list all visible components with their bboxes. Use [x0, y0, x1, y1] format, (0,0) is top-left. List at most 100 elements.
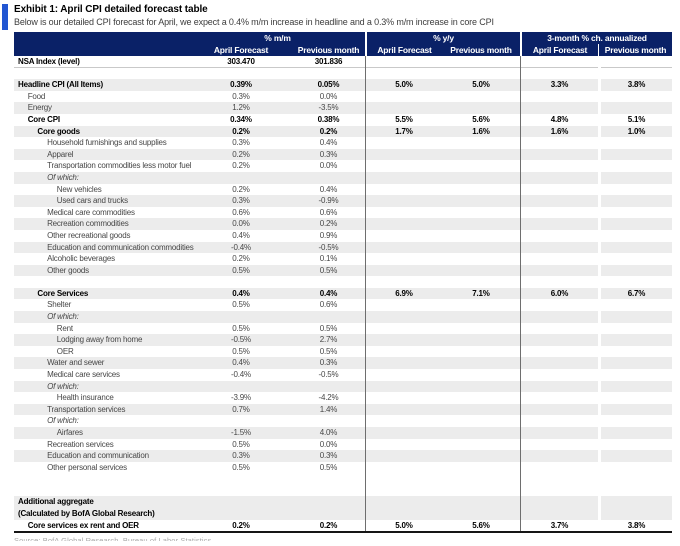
cell-yy-previous-month: [442, 218, 520, 230]
cell-3m-previous-month: [598, 461, 672, 474]
cell-3m-previous-month: [598, 253, 672, 265]
cell-yy-previous-month: [442, 404, 520, 416]
cell-mm-previous-month: [292, 276, 365, 288]
cell-mm-previous-month: 4.0%: [319, 428, 338, 437]
table-row: Additional aggregate: [14, 496, 672, 508]
column-group-row: % m/m % y/y 3-month % ch. annualized: [14, 32, 672, 44]
row-label: Of which:: [47, 312, 79, 322]
exhibit-title: Exhibit 1: April CPI detailed forecast t…: [14, 4, 208, 15]
cell-3m-april-forecast: [520, 90, 598, 103]
row-label: Headline CPI (All Items): [18, 80, 103, 90]
cell-mm-april-forecast: 0.4%: [232, 358, 250, 368]
cell-mm-previous-month: -3.5%: [318, 103, 339, 113]
cell-3m-previous-month: [598, 218, 672, 230]
row-label: Food: [27, 91, 46, 101]
cell-3m-previous-month: [598, 403, 672, 416]
cell-3m-previous-month: [598, 206, 672, 219]
cell-mm-previous-month: 0.5%: [319, 346, 338, 356]
cell-yy-previous-month: 5.0%: [472, 80, 490, 90]
cell-3m-april-forecast: 1.6%: [520, 125, 598, 138]
cell-3m-april-forecast: [520, 183, 598, 196]
table-row: (Calculated by BofA Global Research): [14, 507, 672, 520]
cell-3m-april-forecast: 3.3%: [520, 79, 598, 91]
row-label: Used cars and trucks: [56, 196, 128, 206]
row-label: Water and sewer: [47, 358, 105, 368]
cell-mm-previous-month: 0.4%: [319, 138, 338, 148]
cell-mm-april-forecast: 1.2%: [232, 103, 250, 113]
cell-mm-april-forecast: 0.2%: [232, 254, 250, 264]
cell-mm-previous-month: 0.2%: [319, 219, 338, 229]
table-row: Core Services 0.4% 0.4% 6.9% 7.1% 6.0% 6.7%: [14, 287, 672, 300]
cell-mm-april-forecast: 303.470: [227, 57, 255, 66]
cell-3m-previous-month: [598, 345, 672, 358]
cell-yy-previous-month: [442, 508, 520, 520]
cell-3m-previous-month: [598, 195, 672, 207]
row-label: Other recreational goods: [47, 230, 131, 240]
cell-yy-april-forecast: [365, 276, 442, 288]
cell-3m-previous-month: [598, 229, 672, 242]
cell-yy-previous-month: [442, 160, 520, 172]
cell-yy-april-forecast: [365, 299, 442, 312]
col-group-yy: % y/y: [365, 32, 520, 44]
table-row: Core services ex rent and OER 0.2% 0.2% 5.0…: [14, 519, 672, 532]
cell-3m-previous-month: [598, 427, 672, 439]
cell-yy-april-forecast: [365, 345, 442, 358]
cell-yy-previous-month: [442, 230, 520, 242]
cell-mm-april-forecast: [190, 415, 292, 427]
cell-yy-april-forecast: [365, 206, 442, 219]
cell-3m-april-forecast: [520, 438, 598, 451]
row-label: Education and communication commodities: [47, 242, 194, 252]
row-label: Recreation commodities: [47, 219, 129, 229]
table-body: NSA Index (level) 303.470 301.836 Headline …: [14, 56, 672, 534]
subheader-yy-april-forecast: April Forecast: [365, 44, 442, 56]
cell-yy-previous-month: [442, 172, 520, 184]
cell-mm-previous-month: 0.3%: [319, 149, 338, 159]
row-label: Medical care services: [47, 370, 120, 380]
table-row: Water and sewer 0.4% 0.3%: [14, 357, 672, 370]
cell-3m-april-forecast: [520, 392, 598, 404]
cell-3m-april-forecast: [520, 137, 598, 149]
cell-3m-april-forecast: [520, 473, 598, 497]
cell-mm-april-forecast: 0.5%: [232, 462, 250, 472]
cell-yy-previous-month: [442, 137, 520, 149]
cell-yy-previous-month: [442, 149, 520, 161]
cell-yy-april-forecast: [365, 473, 442, 497]
subheader-yy-previous-month: Previous month: [450, 45, 512, 55]
row-label: OER: [56, 346, 74, 356]
cell-yy-april-forecast: 1.7%: [365, 125, 442, 138]
table-row: Other goods 0.5% 0.5%: [14, 264, 672, 277]
table-row: NSA Index (level) 303.470 301.836: [14, 56, 672, 68]
cell-3m-april-forecast: [520, 160, 598, 172]
row-label: [14, 276, 190, 288]
cell-mm-previous-month: [292, 473, 365, 496]
cell-mm-april-forecast: 0.5%: [232, 265, 250, 275]
cell-3m-april-forecast: [520, 369, 598, 381]
row-label: Core Services: [37, 288, 89, 298]
col-group-spacer: [14, 32, 190, 44]
cell-mm-previous-month: 0.3%: [319, 358, 338, 368]
cell-yy-april-forecast: [365, 241, 442, 254]
cell-mm-previous-month: [292, 381, 365, 393]
cell-yy-april-forecast: [365, 160, 442, 172]
cell-mm-previous-month: 0.05%: [317, 80, 340, 90]
cell-yy-april-forecast: [365, 427, 442, 439]
cell-mm-april-forecast: 0.7%: [232, 404, 250, 414]
row-label: New vehicles: [56, 184, 102, 194]
cell-3m-april-forecast: [520, 427, 598, 439]
cell-mm-previous-month: 0.5%: [319, 265, 338, 275]
cell-3m-previous-month: [598, 241, 672, 254]
row-label: Of which:: [47, 416, 79, 426]
cell-mm-previous-month: [292, 508, 365, 520]
cell-mm-april-forecast: [190, 381, 292, 393]
table-row: Of which:: [14, 415, 672, 427]
cell-yy-april-forecast: [365, 334, 442, 346]
table-spacer-row: [14, 276, 672, 288]
cell-yy-april-forecast: [365, 171, 442, 184]
table-row: Airfares -1.5% 4.0%: [14, 427, 672, 439]
cell-3m-previous-month: [598, 67, 672, 80]
cell-yy-april-forecast: [365, 438, 442, 451]
cell-3m-april-forecast: [520, 171, 598, 184]
col-group-3m-annualized: 3-month % ch. annualized: [520, 32, 672, 44]
cell-yy-previous-month: [442, 462, 520, 474]
